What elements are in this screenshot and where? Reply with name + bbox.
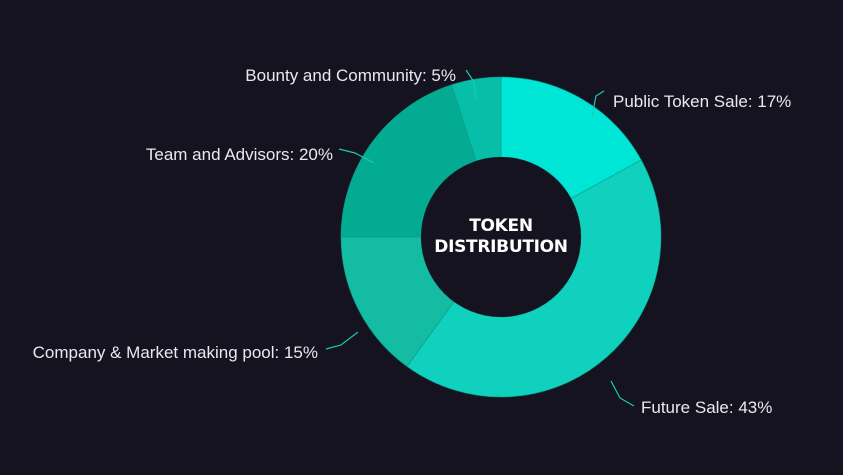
slice-label-company-market-making-pool: Company & Market making pool: 15% <box>33 343 318 362</box>
leader-line-future-sale <box>610 380 635 407</box>
slice-label-team-and-advisors: Team and Advisors: 20% <box>146 145 333 164</box>
slice-label-bounty-and-community: Bounty and Community: 5% <box>245 66 456 85</box>
leader-line-team-and-advisors <box>338 148 375 164</box>
slices-layer <box>340 76 662 398</box>
slice-label-public-token-sale: Public Token Sale: 17% <box>613 92 791 111</box>
leader-line-public-token-sale <box>591 90 605 117</box>
donut-hole <box>421 157 581 317</box>
leader-line-bounty-and-community <box>465 69 477 100</box>
center-title-line-1: TOKEN <box>469 216 533 236</box>
slice-label-future-sale: Future Sale: 43% <box>641 398 772 417</box>
leader-lines <box>325 69 635 407</box>
leader-line-company-market-making-pool <box>325 331 359 350</box>
center-title-line-2: DISTRIBUTION <box>434 237 567 257</box>
slice-labels: Public Token Sale: 17% Future Sale: 43% Co… <box>33 66 792 417</box>
